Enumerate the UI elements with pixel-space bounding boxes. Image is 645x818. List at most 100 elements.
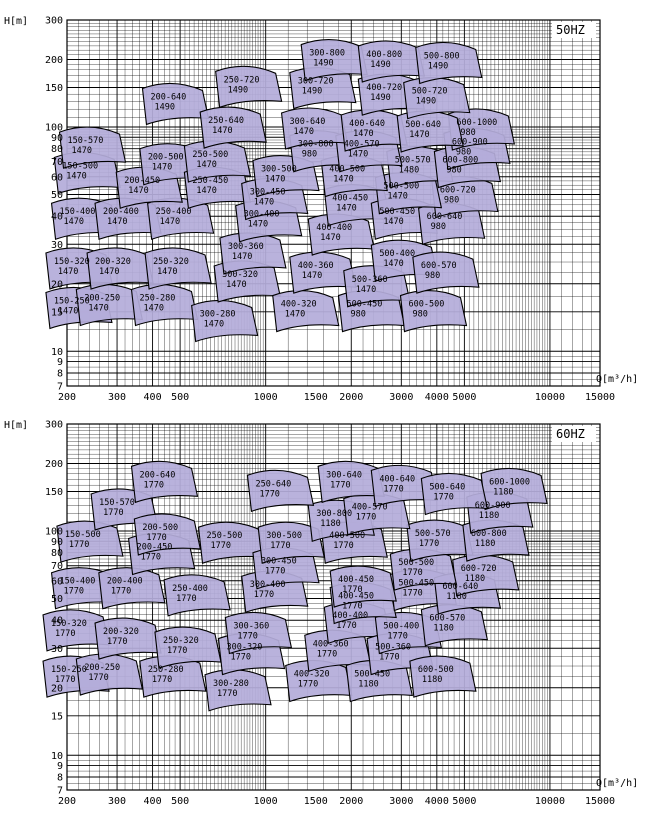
y-tick-label: 300 [45, 420, 63, 431]
x-tick-label: 1500 [304, 796, 328, 807]
region-speed-label: 1770 [433, 493, 453, 503]
region-speed-label: 1470 [356, 285, 376, 295]
region-speed-label: 1770 [402, 588, 422, 598]
y-tick-label: 20 [51, 279, 63, 290]
y-tick-label: 30 [51, 644, 63, 655]
x-tick-label: 2000 [339, 392, 363, 403]
region-model-label: 300-500 [266, 531, 302, 541]
region-speed-label: 1770 [88, 673, 108, 683]
region-model-label: 300-320 [222, 270, 258, 280]
region-model-label: 150-400 [60, 577, 96, 587]
y-tick-label: 150 [45, 487, 63, 498]
region-model-label: 600-500 [408, 300, 444, 310]
region-model-label: 400-320 [281, 300, 317, 310]
region-model-label: 200-500 [148, 153, 184, 163]
x-tick-label: 10000 [535, 796, 565, 807]
x-tick-label: 4000 [425, 392, 449, 403]
y-tick-label: 60 [51, 172, 63, 183]
operating-region [300, 39, 368, 82]
region-model-label: 200-640 [150, 92, 186, 102]
region-model-label: 250-500 [192, 150, 228, 160]
operating-region [75, 653, 144, 696]
operating-region [163, 574, 231, 617]
y-axis-label: H[m] [4, 420, 28, 431]
region-speed-label: 1180 [479, 511, 499, 521]
frequency-title: 60HZ [556, 427, 585, 441]
region-speed-label: 1470 [152, 163, 172, 173]
region-model-label: 600-900 [475, 501, 511, 511]
x-tick-label: 200 [58, 392, 76, 403]
y-tick-label: 60 [51, 576, 63, 587]
y-tick-label: 100 [45, 122, 63, 133]
region-speed-label: 1490 [228, 85, 248, 95]
region-model-label: 300-280 [213, 679, 249, 689]
region-model-label: 600-500 [418, 665, 454, 675]
region-model-label: 400-640 [379, 474, 415, 484]
region-model-label: 250-400 [172, 584, 208, 594]
y-tick-label: 15 [51, 711, 63, 722]
region-labels: 150-2501470200-2501470150-3201470200-320… [54, 49, 497, 330]
region-speed-label: 980 [302, 150, 317, 160]
region-model-label: 500-400 [383, 622, 419, 632]
x-tick-label: 5000 [452, 796, 476, 807]
region-model-label: 300-800 [298, 140, 334, 150]
frequency-box [552, 426, 596, 442]
frequency-title: 50HZ [556, 23, 585, 37]
y-tick-label: 15 [51, 307, 63, 318]
region-model-label: 300-360 [233, 622, 269, 632]
operating-region [412, 251, 480, 294]
region-model-label: 150-500 [65, 530, 101, 540]
operating-region [329, 565, 397, 608]
region-speed-label: 1480 [399, 166, 419, 176]
region-model-label: 300-500 [261, 165, 297, 175]
y-tick-label: 90 [51, 133, 63, 144]
region-model-label: 500-450 [379, 207, 415, 217]
operating-region [199, 106, 267, 149]
region-model-label: 500-360 [352, 275, 388, 285]
region-speed-label: 1770 [342, 601, 362, 611]
region-model-label: 400-450 [338, 591, 374, 601]
region-speed-label: 1470 [196, 160, 216, 170]
operating-region [357, 40, 425, 83]
region-speed-label: 1770 [69, 540, 89, 550]
x-tick-label: 3000 [389, 796, 413, 807]
region-speed-label: 1470 [107, 217, 127, 227]
x-tick-label: 300 [108, 796, 126, 807]
region-model-label: 250-320 [163, 636, 199, 646]
operating-region [399, 290, 468, 333]
x-tick-label: 1500 [304, 392, 328, 403]
region-model-label: 400-640 [349, 119, 385, 129]
region-speed-label: 980 [444, 196, 459, 206]
region-model-label: 250-320 [153, 257, 189, 267]
region-speed-label: 1180 [433, 624, 453, 634]
region-model-label: 400-500 [329, 531, 365, 541]
region-speed-label: 1470 [99, 267, 119, 277]
y-tick-label: 40 [51, 616, 63, 627]
x-axis-label: Q[m³/h] [596, 778, 638, 789]
region-speed-label: 1770 [330, 480, 350, 490]
region-model-label: 400-720 [366, 83, 402, 93]
region-speed-label: 1770 [259, 489, 279, 499]
region-model-label: 500-720 [412, 87, 448, 97]
y-tick-label: 70 [51, 157, 63, 168]
x-tick-label: 15000 [585, 796, 615, 807]
y-tick-label: 8 [57, 772, 63, 783]
region-model-label: 400-800 [366, 50, 402, 60]
region-speed-label: 980 [446, 166, 461, 176]
region-model-label: 500-800 [424, 51, 460, 61]
region-model-label: 600-900 [452, 137, 488, 147]
region-model-label: 250-450 [192, 176, 228, 186]
region-speed-label: 980 [412, 310, 427, 320]
region-model-label: 600-570 [421, 261, 457, 271]
region-model-label: 300-800 [316, 509, 352, 519]
region-speed-label: 1470 [294, 127, 314, 137]
x-tick-label: 500 [171, 392, 189, 403]
region-speed-label: 1490 [416, 97, 436, 107]
region-speed-label: 1470 [320, 233, 340, 243]
operating-region [215, 65, 283, 109]
region-speed-label: 1470 [66, 171, 86, 181]
region-model-label: 300-400 [244, 210, 280, 220]
region-model-label: 200-500 [142, 523, 178, 533]
